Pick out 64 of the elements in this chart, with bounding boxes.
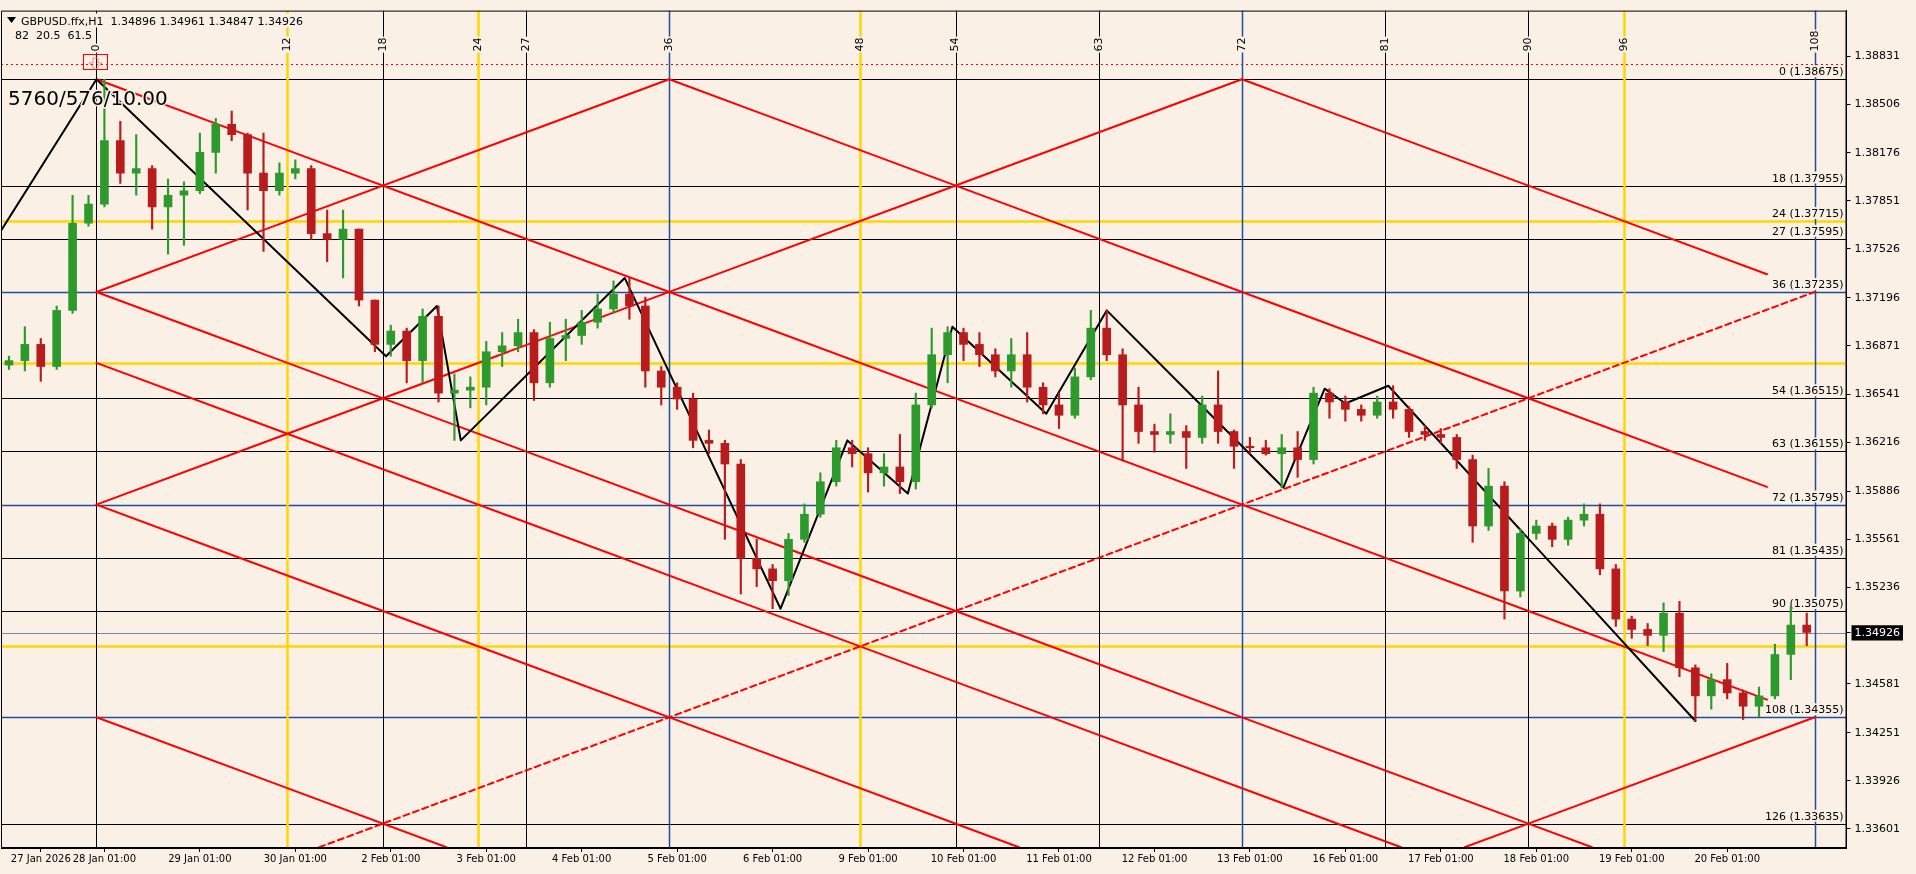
y-tick-label: 1.33926 [1854, 773, 1901, 787]
x-tick-label: 4 Feb 01:00 [552, 852, 612, 864]
x-tick-label: 11 Feb 01:00 [1026, 852, 1092, 864]
y-tick-label: 1.34926 [1854, 625, 1901, 639]
y-tick-label: 1.33601 [1854, 821, 1901, 835]
x-tick-label: 13 Feb 01:00 [1217, 852, 1283, 864]
x-tick-label: 9 Feb 01:00 [838, 852, 898, 864]
y-tick-label: 1.38506 [1854, 97, 1901, 111]
x2-tick-label: 18 [375, 37, 389, 52]
ref-line-label: 18 (1.37955) [1771, 171, 1844, 185]
y-tick-label: 1.35236 [1854, 580, 1901, 594]
x-tick-label: 19 Feb 01:00 [1598, 852, 1665, 864]
x2-tick-label: 96 [1616, 37, 1630, 52]
x-tick-label: 27 Jan 2026 [10, 852, 71, 864]
x-tick-label: 2 Feb 01:00 [361, 852, 421, 864]
y-tick-label: 1.38176 [1854, 145, 1901, 159]
x-tick-label: 18 Feb 01:00 [1503, 852, 1570, 864]
ref-line-label: 126 (1.33635) [1764, 809, 1844, 823]
y-tick-label: 1.36216 [1854, 435, 1901, 449]
x2-tick-label: 54 [948, 37, 962, 52]
chart-title: GBPUSD.ffx,H1 1.34896 1.34961 1.34847 1.34926 [21, 14, 303, 28]
ref-line-label: 0 (1.38675) [1778, 65, 1844, 79]
ref-line-label: 24 (1.37715) [1771, 207, 1844, 221]
y-tick-label: 1.35886 [1854, 484, 1901, 498]
ref-line-label: 72 (1.35795) [1771, 490, 1844, 504]
annotation: 82 20.5 61.5 [15, 28, 92, 42]
x2-tick-label: 12 [280, 37, 294, 52]
x2-tick-label: 72 [1234, 37, 1248, 52]
x2-tick-label: 48 [852, 37, 866, 52]
x-tick-label: 6 Feb 01:00 [742, 852, 803, 864]
x-tick-label: 29 Jan 01:00 [168, 852, 232, 864]
x-tick-label: 12 Feb 01:00 [1121, 852, 1188, 864]
y-tick-label: 1.36541 [1854, 387, 1901, 401]
y-tick-label: 1.37526 [1854, 241, 1901, 255]
y-tick-label: 1.37851 [1854, 193, 1901, 207]
x-tick-label: 3 Feb 01:00 [456, 852, 516, 864]
x-tick-label: 28 Jan 01:00 [72, 852, 137, 864]
x2-tick-label: 24 [471, 37, 485, 52]
x-tick-label: 10 Feb 01:00 [930, 852, 997, 864]
y-tick-label: 1.38831 [1854, 49, 1901, 63]
y-tick-label: 1.34581 [1854, 676, 1901, 690]
ref-line-label: 63 (1.36155) [1771, 437, 1844, 451]
y-tick-label: 1.34251 [1854, 725, 1901, 739]
x-tick-label: 17 Feb 01:00 [1408, 852, 1474, 864]
x2-tick-label: 81 [1377, 37, 1391, 52]
ref-line-label: 108 (1.34355) [1764, 703, 1844, 717]
x2-tick-label: 27 [518, 37, 532, 52]
y-tick-label: 1.37196 [1854, 290, 1901, 304]
ref-line-label: 54 (1.36515) [1771, 384, 1844, 398]
x2-tick-label: 63 [1091, 37, 1105, 52]
x2-tick-label: 90 [1521, 37, 1535, 52]
x-tick-label: 5 Feb 01:00 [647, 852, 707, 864]
x2-tick-label: 36 [662, 37, 676, 52]
ref-line-label: 81 (1.35435) [1771, 543, 1844, 557]
ref-line-label: 36 (1.37235) [1771, 277, 1844, 291]
x2-tick-label: 108 [1807, 30, 1821, 52]
y-tick-label: 1.35561 [1854, 532, 1901, 546]
x-tick-label: 20 Feb 01:00 [1694, 852, 1760, 864]
y-tick-label: 1.36871 [1854, 338, 1901, 352]
ref-line-label: 27 (1.37595) [1771, 224, 1844, 238]
x-tick-label: 30 Jan 01:00 [263, 852, 327, 864]
x-tick-label: 16 Feb 01:00 [1312, 852, 1379, 864]
x2-tick-label: 0 [89, 44, 103, 52]
ref-line-label: 90 (1.35075) [1771, 596, 1844, 610]
